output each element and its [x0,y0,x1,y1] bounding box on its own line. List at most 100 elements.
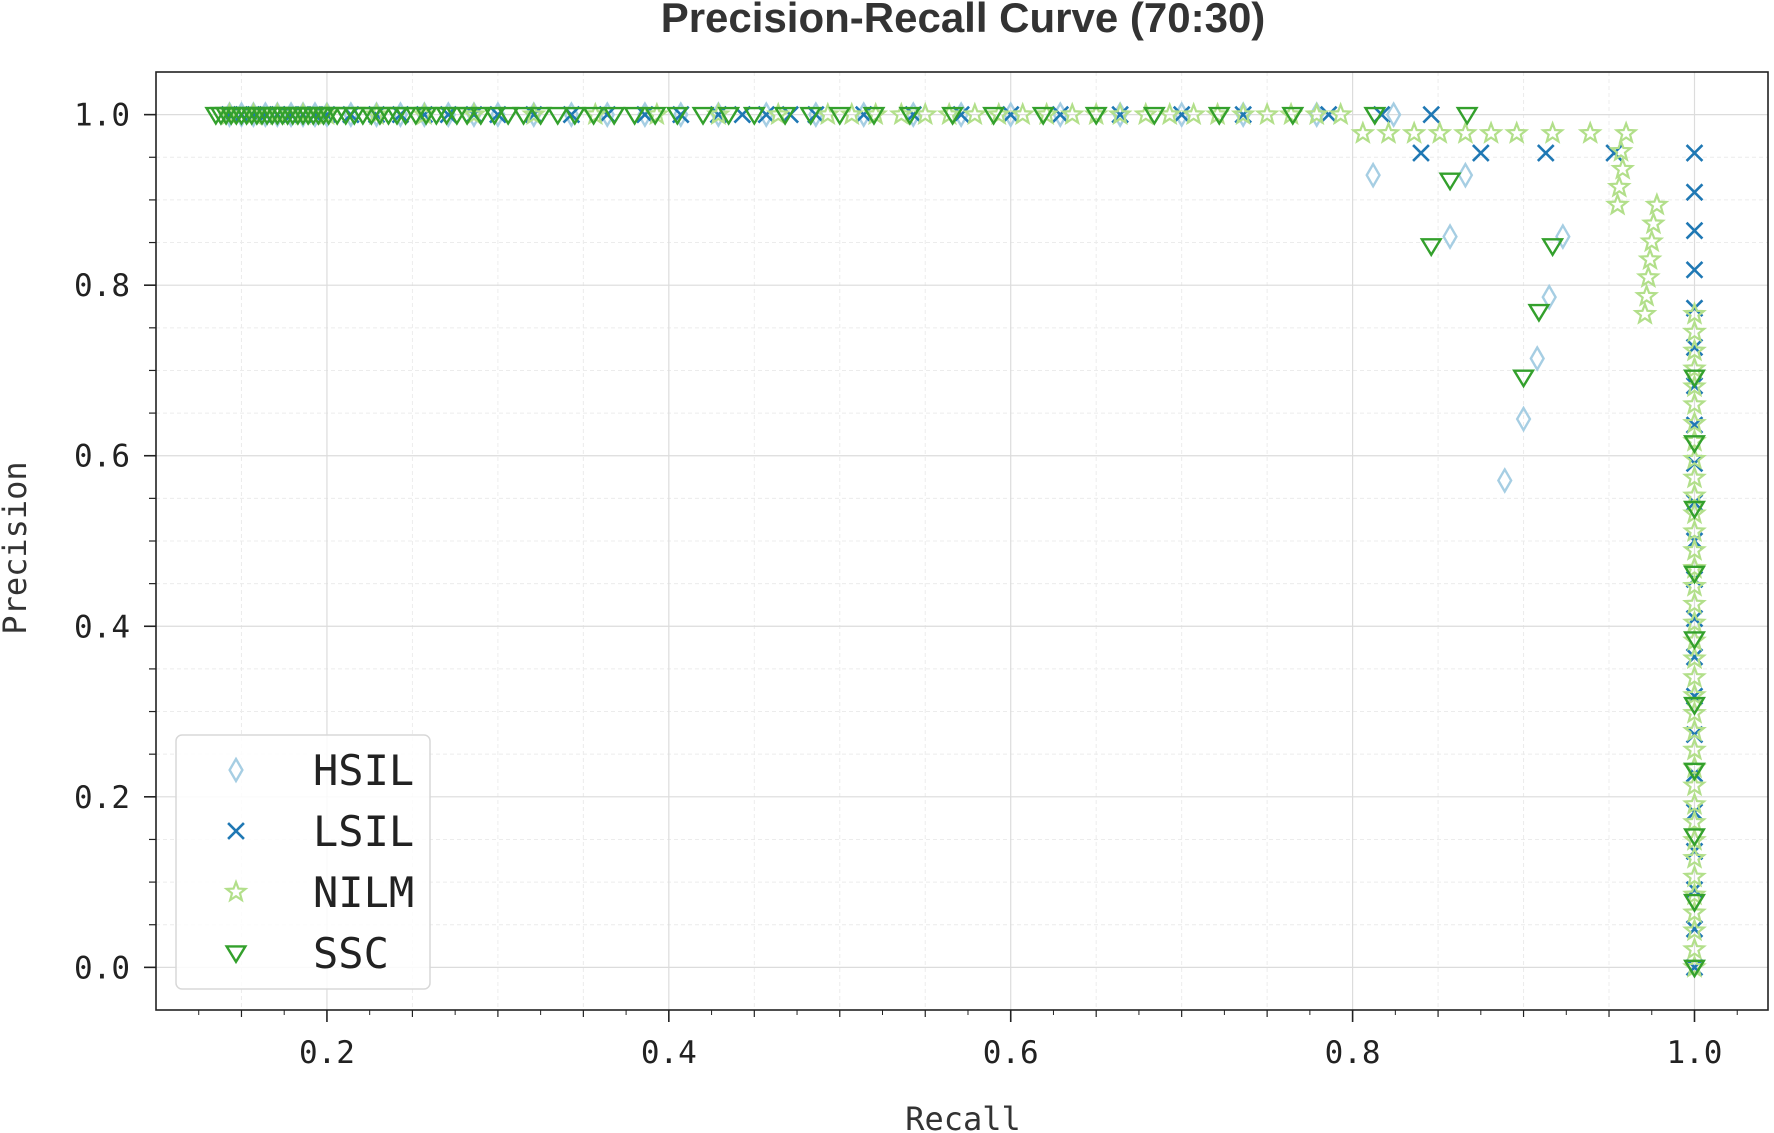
data-point-nilm [1010,101,1036,126]
data-point-nilm [1181,101,1207,126]
data-point-nilm [1682,664,1707,688]
data-point-ssc [1031,106,1055,126]
x-tick-label: 0.6 [983,1035,1039,1071]
data-point-lsil [1172,105,1191,124]
legend-label: NILM [313,868,414,917]
data-point-lsil [1001,105,1020,124]
data-point-nilm [1637,246,1663,271]
legend-box [175,734,431,990]
legend: HSIL LSIL NILM SSC [175,734,431,990]
data-point-nilm [1401,120,1427,144]
data-point-ssc [623,106,647,126]
data-point-nilm [1608,138,1634,162]
data-point-ssc [773,106,797,126]
data-point-lsil [1685,221,1704,240]
data-point-ssc [1683,369,1706,389]
data-point-lsil [1319,105,1338,124]
data-point-nilm [1478,120,1504,144]
y-tick-label: 0.0 [74,950,130,986]
y-axis-label: Precision [0,461,34,634]
x-tick-label: 1.0 [1666,1035,1722,1071]
data-point-nilm [839,101,865,126]
legend-marker-nilm [223,878,249,903]
data-point-nilm [1682,736,1707,761]
data-point-nilm [1059,101,1085,126]
data-point-ssc [1438,172,1462,192]
data-point-nilm [1350,120,1376,144]
data-point-nilm [1682,555,1707,579]
data-point-ssc [742,106,766,126]
data-point-lsil [636,105,654,124]
data-point-nilm [1427,120,1453,144]
data-point-nilm [1682,917,1707,942]
data-point-nilm [1376,120,1401,144]
data-point-ssc [717,106,741,126]
x-tick-label: 0.8 [1325,1035,1381,1071]
data-point-ssc [1683,762,1706,782]
data-point-lsil [1685,338,1704,357]
data-point-hsil [1442,223,1458,250]
data-point-nilm [521,101,547,126]
data-point-nilm [1107,101,1133,126]
data-point-nilm [1304,101,1330,126]
data-point-ssc [602,106,626,126]
y-tick-label: 1.0 [74,98,130,134]
series-nilm [217,101,1707,978]
data-point-nilm [1682,518,1707,543]
data-point-nilm [1682,718,1707,742]
data-point-nilm [1453,120,1478,144]
data-point-nilm [1682,464,1707,489]
legend-label: HSIL [313,746,414,795]
data-point-ssc [643,106,667,126]
data-point-nilm [1682,791,1707,816]
data-point-ssc [563,106,587,126]
data-point-ssc [1512,369,1536,389]
legend-item-hsil: HSIL [228,746,414,795]
data-point-ssc [546,106,570,126]
data-point-nilm [1682,391,1707,416]
data-point-nilm [1682,863,1707,888]
data-point-ssc [828,106,852,126]
data-point-nilm [1682,301,1707,325]
y-tick-label: 0.4 [74,609,130,645]
data-point-nilm [1682,373,1707,398]
data-point-ssc [982,106,1006,126]
data-point-ssc [1455,106,1479,126]
data-point-hsil [1515,405,1532,433]
y-tick-label: 0.8 [74,268,130,304]
data-point-nilm [1540,120,1565,144]
data-point-ssc [1683,893,1706,913]
data-point-hsil [1457,161,1474,189]
data-point-nilm [1682,591,1707,615]
data-point-nilm [1682,645,1707,670]
data-point-nilm [1605,192,1630,216]
data-point-ssc [455,106,479,126]
series-ssc [204,106,1706,979]
data-point-lsil [757,105,776,124]
data-point-nilm [1682,482,1707,507]
x-tick-label: 0.2 [299,1035,355,1071]
data-point-nilm [1230,101,1256,126]
data-point-nilm [1504,120,1530,144]
legend-marker-lsil [227,822,245,840]
data-point-nilm [1682,337,1707,362]
data-point-nilm [986,101,1012,126]
data-point-ssc [665,106,689,126]
data-point-ssc [1683,959,1706,979]
data-point-nilm [1254,101,1280,126]
data-point-nilm [1641,210,1666,235]
data-point-hsil [1541,283,1557,311]
data-point-nilm [1682,682,1707,706]
chart-title: Precision-Recall Curve (70:30) [661,0,1266,41]
data-point-ssc [529,106,553,126]
data-point-nilm [765,101,791,126]
data-point-nilm [1682,809,1707,833]
data-point-ssc [1281,106,1305,126]
data-point-ssc [1683,435,1706,455]
data-point-hsil [1496,467,1513,494]
data-point-nilm [1682,772,1707,797]
data-point-nilm [1682,700,1707,724]
x-tick-label: 0.4 [641,1035,697,1071]
data-point-nilm [1610,156,1636,180]
